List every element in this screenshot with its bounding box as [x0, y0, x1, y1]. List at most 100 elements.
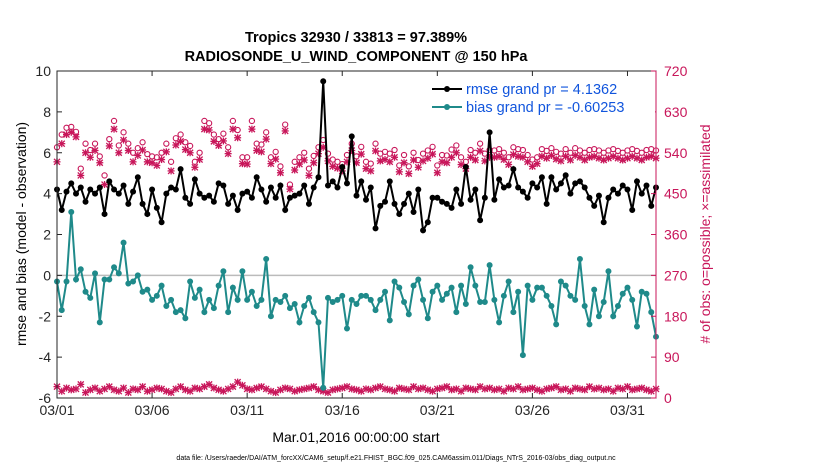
obs-assimilated-point [77, 171, 85, 179]
obs-assimilated-point [215, 386, 223, 394]
bias-point [201, 309, 208, 316]
rmse-point [130, 188, 137, 195]
obs-assimilated-point [562, 152, 570, 160]
bias-point [453, 309, 460, 316]
obs-assimilated-point [191, 163, 199, 171]
bias-point [624, 284, 631, 291]
rmse-point [600, 219, 607, 226]
obs-possible-point [305, 165, 313, 172]
rmse-point [220, 182, 227, 189]
rmse-point [296, 190, 303, 197]
obs-assimilated-point [181, 386, 189, 394]
bias-point [600, 298, 607, 305]
rmse-point [557, 180, 564, 187]
rmse-point [486, 129, 493, 136]
rmse-point [225, 200, 232, 207]
bias-point [111, 264, 118, 271]
obs-possible-point [158, 149, 165, 156]
rmse-point [424, 219, 431, 226]
obs-assimilated-point [86, 153, 94, 161]
rmse-point [595, 192, 602, 199]
y-tick-label-right: 540 [664, 145, 688, 161]
rmse-point [163, 190, 170, 197]
obs-possible-point [229, 117, 237, 125]
rmse-point [339, 164, 346, 171]
obs-assimilated-point [386, 386, 394, 394]
rmse-point [234, 206, 241, 213]
rmse-point [301, 182, 308, 189]
rmse-point [581, 184, 588, 191]
obs-assimilated-point [310, 159, 318, 167]
obs-assimilated-point [243, 160, 251, 168]
rmse-point [548, 174, 555, 181]
bias-point [505, 278, 512, 285]
obs-assimilated-point [148, 159, 156, 167]
bias-point [396, 284, 403, 291]
bias-point [206, 296, 213, 303]
bias-point [481, 298, 488, 305]
x-tick-label: 03/31 [610, 402, 645, 418]
obs-possible-point [391, 146, 398, 154]
y-axis-label-left: rmse and bias (model - observation) [13, 122, 29, 346]
bias-point [448, 284, 455, 291]
obs-possible-point [96, 153, 103, 160]
obs-assimilated-point [120, 384, 128, 392]
obs-assimilated-point [419, 157, 427, 165]
footnote: data file: /Users/raeder/DAI/ATM_forcXX/… [176, 455, 616, 462]
y-tick-label-right: 180 [664, 308, 688, 324]
obs-assimilated-point [276, 169, 284, 177]
bias-point [168, 296, 175, 303]
obs-assimilated-point [105, 142, 113, 150]
bias-point [543, 292, 550, 299]
bias-point [96, 319, 103, 326]
obs-assimilated-point [405, 386, 413, 394]
obs-possible-point [244, 154, 251, 161]
rmse-point [462, 164, 469, 171]
y-tick-label-right: 630 [664, 104, 688, 120]
obs-possible-point [419, 150, 427, 157]
obs-possible-point [562, 145, 569, 153]
x-tick-label: 03/16 [325, 402, 360, 418]
obs-assimilated-point [167, 167, 175, 175]
obs-possible-point [172, 135, 179, 142]
legend-item: rmse grand pr = 4.1362 [432, 82, 617, 98]
x-tick-label: 03/21 [420, 402, 455, 418]
rmse-point [439, 198, 446, 205]
rmse-point [472, 186, 479, 193]
y-tick-label-left: 4 [43, 186, 51, 202]
obs-assimilated-point [291, 166, 299, 174]
bias-point [220, 268, 227, 275]
obs-assimilated-point [124, 146, 132, 154]
bias-point [472, 282, 479, 289]
bias-point [87, 294, 94, 301]
bias-point [401, 298, 408, 305]
rmse-point [348, 133, 355, 140]
bias-point [315, 319, 322, 326]
bias-point [610, 313, 617, 320]
obs-assimilated-point [443, 383, 451, 391]
obs-possible-point [282, 121, 289, 128]
obs-assimilated-point [162, 148, 170, 156]
x-tick-label: 03/26 [515, 402, 550, 418]
obs-possible-point [263, 129, 270, 136]
rmse-point [96, 184, 103, 191]
rmse-point [491, 196, 498, 203]
rmse-point [120, 182, 127, 189]
bias-point [339, 292, 346, 299]
bias-point [529, 296, 536, 303]
bias-point [567, 292, 574, 299]
bias-point [68, 209, 75, 216]
legend-box [425, 76, 655, 118]
bias-point [234, 296, 241, 303]
x-tick-label: 03/06 [135, 402, 170, 418]
plot-area [53, 70, 660, 399]
obs-assimilated-point [234, 134, 242, 142]
bias-point [363, 292, 370, 299]
rmse-point [648, 202, 655, 209]
rmse-point [591, 202, 598, 209]
y-tick-label-right: 360 [664, 227, 688, 243]
obs-possible-point [220, 130, 227, 137]
bias-point [187, 278, 194, 285]
rmse-point [524, 194, 531, 201]
bias-point [477, 298, 484, 305]
